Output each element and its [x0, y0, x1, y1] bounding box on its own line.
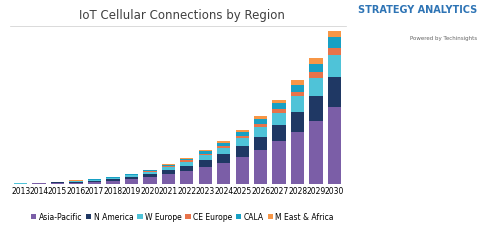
Bar [328, 55, 341, 78]
Bar [70, 182, 83, 183]
Bar [291, 132, 304, 184]
Bar [88, 182, 101, 184]
Bar [291, 92, 304, 97]
Bar [143, 172, 156, 175]
Bar [310, 121, 323, 184]
Bar [180, 171, 193, 184]
Bar [236, 139, 249, 146]
Bar [180, 162, 193, 166]
Bar [273, 142, 286, 184]
Bar [217, 142, 230, 143]
Bar [310, 73, 323, 78]
Bar [273, 113, 286, 126]
Bar [70, 181, 83, 182]
Bar [125, 177, 138, 179]
Bar [291, 112, 304, 132]
Bar [107, 177, 120, 178]
Bar [162, 168, 175, 171]
Bar [125, 176, 138, 177]
Bar [236, 136, 249, 139]
Bar [88, 181, 101, 182]
Bar [328, 49, 341, 55]
Bar [199, 167, 212, 184]
Bar [107, 178, 120, 179]
Bar [107, 181, 120, 184]
Bar [254, 117, 267, 120]
Bar [236, 157, 249, 184]
Bar [162, 167, 175, 168]
Bar [88, 180, 101, 181]
Bar [125, 179, 138, 184]
Bar [310, 59, 323, 64]
Bar [328, 108, 341, 184]
Bar [199, 152, 212, 154]
Bar [236, 146, 249, 157]
Bar [143, 171, 156, 172]
Bar [254, 137, 267, 150]
Bar [273, 100, 286, 104]
Bar [217, 163, 230, 184]
Bar [273, 104, 286, 110]
Bar [328, 31, 341, 38]
Bar [70, 183, 83, 184]
Bar [291, 81, 304, 86]
Bar [88, 179, 101, 180]
Bar [273, 110, 286, 113]
Bar [217, 154, 230, 163]
Bar [310, 64, 323, 73]
Bar [328, 78, 341, 108]
Bar [199, 161, 212, 167]
Bar [328, 38, 341, 49]
Bar [291, 86, 304, 92]
Bar [51, 183, 64, 184]
Bar [217, 148, 230, 154]
Legend: Asia-Pacific, N America, W Europe, CE Europe, CALA, M East & Africa: Asia-Pacific, N America, W Europe, CE Eu… [31, 212, 334, 221]
Bar [162, 175, 175, 184]
Bar [33, 183, 46, 184]
Bar [180, 161, 193, 162]
Bar [236, 133, 249, 136]
Bar [199, 150, 212, 152]
Bar [125, 175, 138, 176]
Bar [254, 150, 267, 184]
Bar [162, 164, 175, 165]
Bar [162, 171, 175, 175]
Bar [217, 143, 230, 146]
Bar [51, 182, 64, 183]
Bar [143, 170, 156, 171]
Bar [199, 155, 212, 161]
Bar [162, 165, 175, 167]
Bar [254, 120, 267, 124]
Bar [310, 78, 323, 97]
Bar [107, 179, 120, 181]
Bar [125, 174, 138, 175]
Bar [310, 97, 323, 121]
Bar [143, 178, 156, 184]
Text: Powered by Techinsights: Powered by Techinsights [410, 36, 478, 41]
Bar [180, 166, 193, 171]
Bar [143, 175, 156, 178]
Bar [291, 97, 304, 112]
Text: STRATEGY ANALYTICS: STRATEGY ANALYTICS [359, 4, 478, 14]
Bar [254, 127, 267, 137]
Bar [236, 130, 249, 133]
Bar [273, 126, 286, 142]
Bar [180, 159, 193, 161]
Text: IoT Cellular Connections by Region: IoT Cellular Connections by Region [80, 9, 285, 22]
Bar [199, 154, 212, 155]
Bar [180, 158, 193, 159]
Bar [217, 146, 230, 148]
Bar [254, 124, 267, 127]
